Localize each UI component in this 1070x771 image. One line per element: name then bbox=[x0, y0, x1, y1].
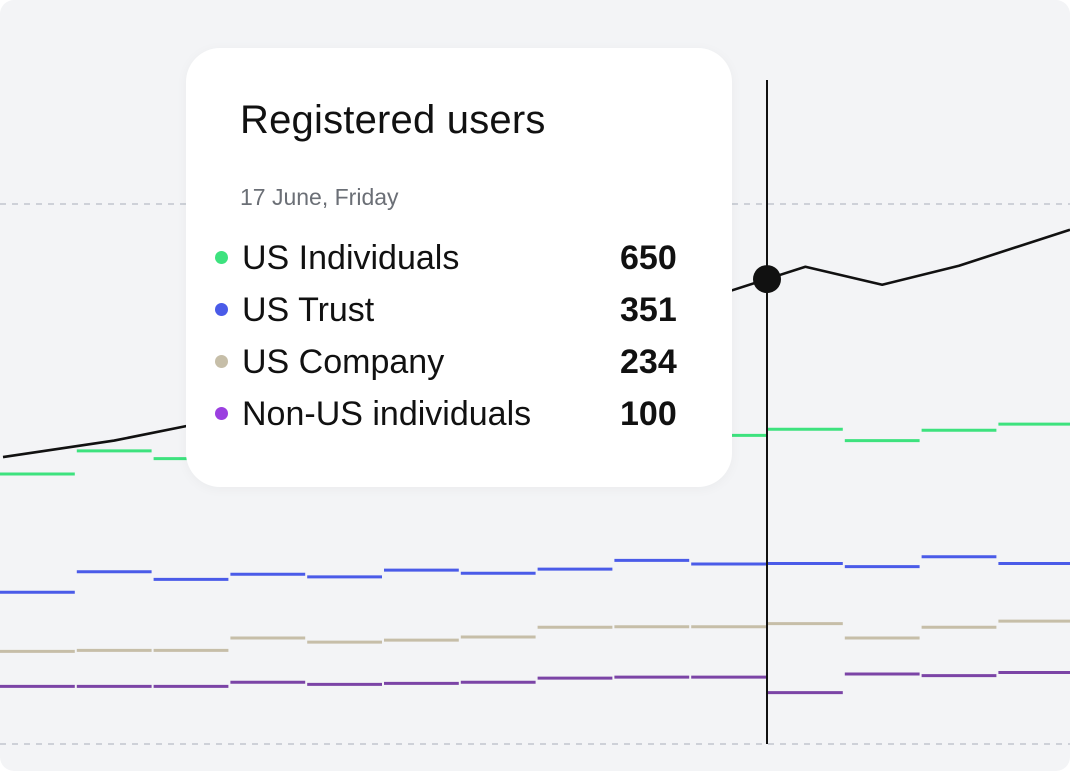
series-value: 351 bbox=[620, 291, 677, 329]
tooltip-date: 17 June, Friday bbox=[240, 184, 399, 210]
tooltip-row-us-company: US Company 234 bbox=[186, 338, 732, 386]
series-label: US Individuals bbox=[242, 239, 460, 277]
tooltip-row-us-individuals: US Individuals 650 bbox=[186, 234, 732, 282]
series-value: 100 bbox=[620, 395, 677, 433]
series-value: 234 bbox=[620, 343, 677, 381]
tooltip-row-non-us-individuals: Non-US individuals 100 bbox=[186, 390, 732, 438]
series-value: 650 bbox=[620, 239, 677, 277]
data-tooltip: Registered users 17 June, Friday US Indi… bbox=[186, 48, 732, 487]
legend-dot-icon bbox=[215, 407, 228, 420]
series-label: Non-US individuals bbox=[242, 395, 532, 433]
hover-marker bbox=[753, 265, 781, 294]
tooltip-title: Registered users bbox=[240, 98, 546, 142]
legend-dot-icon bbox=[215, 355, 228, 368]
series-label: US Trust bbox=[242, 291, 375, 329]
legend-dot-icon bbox=[215, 251, 228, 264]
series-label: US Company bbox=[242, 343, 445, 381]
legend-dot-icon bbox=[215, 303, 228, 316]
tooltip-row-us-trust: US Trust 351 bbox=[186, 286, 732, 334]
